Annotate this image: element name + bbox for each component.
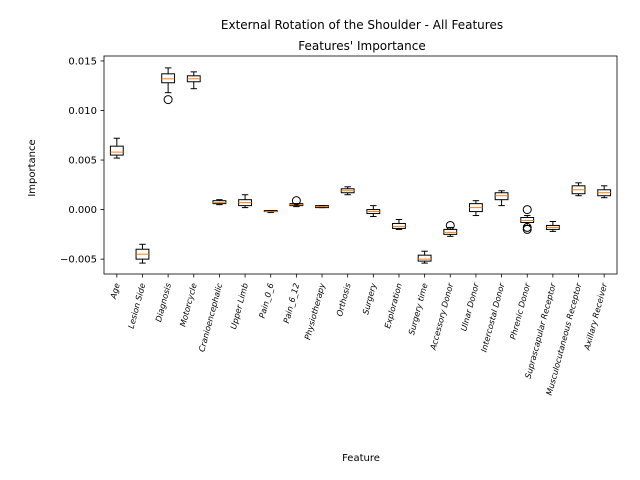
- box-iqr: [109, 145, 124, 156]
- y-axis-label: Importance: [27, 139, 38, 196]
- y-tick-label: 0.010: [68, 106, 97, 117]
- y-tick-label: 0.015: [68, 56, 97, 67]
- y-tick-label: −0.005: [60, 255, 97, 266]
- box-outlier: [522, 205, 532, 215]
- plot-frame: [103, 55, 618, 275]
- box-iqr: [417, 254, 432, 262]
- x-tick-label: Age: [108, 282, 122, 301]
- box-outlier: [522, 224, 532, 234]
- chart-subtitle: Features' Importance: [298, 39, 425, 53]
- chart-title: External Rotation of the Shoulder - All …: [221, 18, 503, 32]
- y-tick-label: 0.005: [68, 156, 97, 167]
- box-outlier: [291, 196, 301, 206]
- x-axis-label: Feature: [342, 453, 380, 464]
- box-outlier: [163, 95, 173, 105]
- box-outlier: [445, 220, 455, 230]
- y-tick-label: 0.000: [68, 205, 97, 216]
